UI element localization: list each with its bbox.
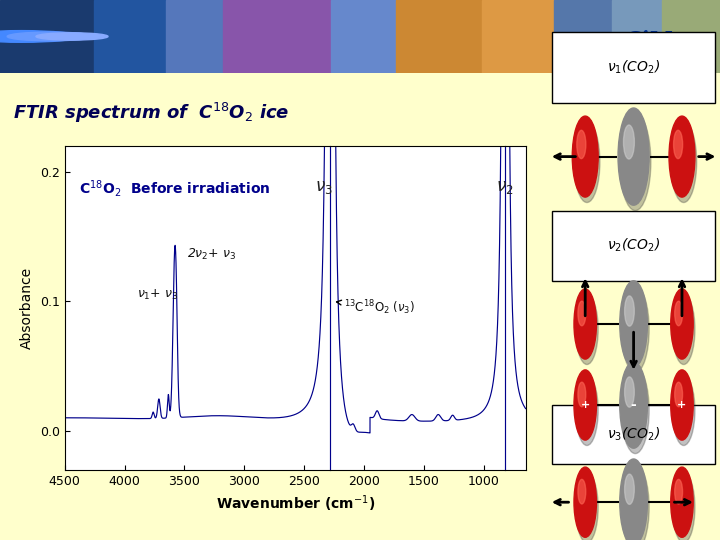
Y-axis label: Absorbance: Absorbance <box>20 267 35 349</box>
Circle shape <box>578 382 586 407</box>
Circle shape <box>672 375 695 445</box>
Bar <box>482 0 554 73</box>
Text: +: + <box>678 400 687 410</box>
Bar <box>166 0 223 73</box>
Circle shape <box>674 130 683 159</box>
Bar <box>662 0 720 73</box>
Circle shape <box>620 113 651 211</box>
Circle shape <box>7 32 94 41</box>
Circle shape <box>625 474 634 504</box>
Text: $\nu_2$: $\nu_2$ <box>496 178 513 196</box>
Text: $\nu_2$(CO$_2$): $\nu_2$(CO$_2$) <box>607 237 660 254</box>
Text: -: - <box>631 398 636 412</box>
Bar <box>612 0 662 73</box>
Circle shape <box>572 116 598 197</box>
FancyBboxPatch shape <box>552 405 715 464</box>
Circle shape <box>671 289 693 359</box>
Circle shape <box>576 294 598 364</box>
Circle shape <box>625 377 634 407</box>
Circle shape <box>675 301 683 326</box>
Circle shape <box>620 281 647 367</box>
Text: 2$\nu_2$+ $\nu_3$: 2$\nu_2$+ $\nu_3$ <box>187 247 236 262</box>
Circle shape <box>671 467 693 537</box>
Circle shape <box>671 122 697 202</box>
Circle shape <box>577 130 586 159</box>
Circle shape <box>624 125 634 159</box>
Circle shape <box>578 301 586 326</box>
Circle shape <box>574 122 600 202</box>
Circle shape <box>672 472 695 540</box>
Circle shape <box>621 464 649 540</box>
Text: $\nu_3$: $\nu_3$ <box>315 178 333 196</box>
Text: $\nu_1$(CO$_2$): $\nu_1$(CO$_2$) <box>607 59 660 76</box>
X-axis label: Wavenumber (cm$^{-1}$): Wavenumber (cm$^{-1}$) <box>215 493 375 514</box>
Circle shape <box>621 286 649 373</box>
Circle shape <box>625 296 634 326</box>
Text: C$^{18}$O$_2$  Before irradiation: C$^{18}$O$_2$ Before irradiation <box>78 178 270 199</box>
Circle shape <box>574 370 596 440</box>
Text: +: + <box>580 400 590 410</box>
Circle shape <box>675 480 683 504</box>
Bar <box>0 0 94 73</box>
Text: $\nu_1$+ $\nu_3$: $\nu_1$+ $\nu_3$ <box>137 288 178 302</box>
Circle shape <box>669 116 695 197</box>
Bar <box>223 0 331 73</box>
Circle shape <box>0 31 79 42</box>
FancyBboxPatch shape <box>552 211 715 281</box>
Circle shape <box>672 294 695 364</box>
Bar <box>396 0 482 73</box>
Circle shape <box>618 108 649 205</box>
Circle shape <box>574 289 596 359</box>
Circle shape <box>578 480 586 504</box>
Bar <box>94 0 166 73</box>
Circle shape <box>36 33 108 40</box>
Text: $^{13}$C$^{18}$O$_2$ ($\nu_3$): $^{13}$C$^{18}$O$_2$ ($\nu_3$) <box>336 299 415 317</box>
Circle shape <box>620 362 647 448</box>
Text: FTIR spectrum of  C$^{18}$O$_2$ ice: FTIR spectrum of C$^{18}$O$_2$ ice <box>12 101 289 125</box>
Circle shape <box>621 367 649 454</box>
Circle shape <box>671 370 693 440</box>
Bar <box>331 0 396 73</box>
FancyBboxPatch shape <box>552 32 715 103</box>
Circle shape <box>576 375 598 445</box>
Circle shape <box>675 382 683 407</box>
Bar <box>554 0 612 73</box>
Text: CiMap: CiMap <box>624 30 701 50</box>
Text: $\nu_3$(CO$_2$): $\nu_3$(CO$_2$) <box>607 426 660 443</box>
Circle shape <box>576 472 598 540</box>
Circle shape <box>620 459 647 540</box>
Circle shape <box>574 467 596 537</box>
